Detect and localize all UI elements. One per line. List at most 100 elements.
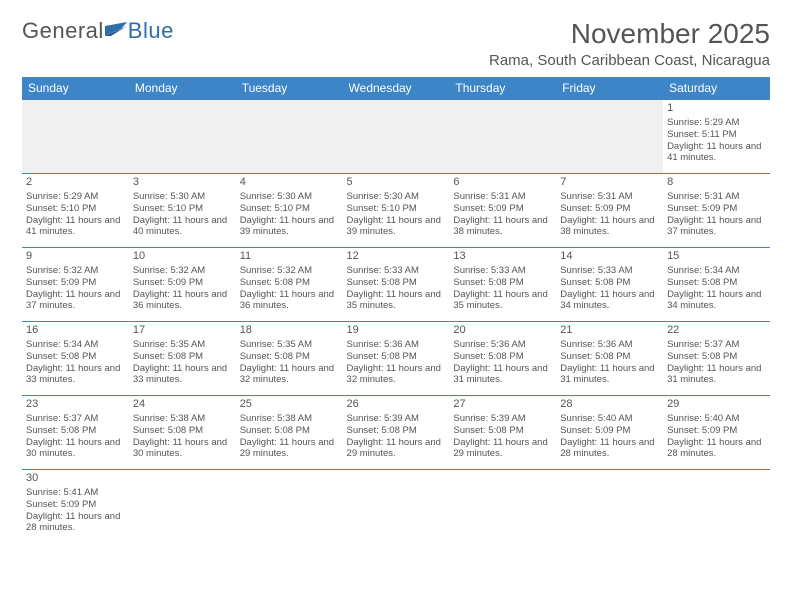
calendar-day-cell: 2Sunrise: 5:29 AMSunset: 5:10 PMDaylight… (22, 174, 129, 248)
sunrise-line: Sunrise: 5:30 AM (133, 191, 232, 203)
sunset-line: Sunset: 5:08 PM (667, 277, 766, 289)
day-number: 20 (453, 324, 552, 338)
calendar-day-cell: 11Sunrise: 5:32 AMSunset: 5:08 PMDayligh… (236, 248, 343, 322)
day-header: Wednesday (343, 77, 450, 100)
sunset-line: Sunset: 5:08 PM (133, 425, 232, 437)
day-header: Saturday (663, 77, 770, 100)
calendar-day-cell: 22Sunrise: 5:37 AMSunset: 5:08 PMDayligh… (663, 322, 770, 396)
calendar-day-cell (129, 100, 236, 174)
day-header-row: SundayMondayTuesdayWednesdayThursdayFrid… (22, 77, 770, 100)
day-number: 16 (26, 324, 125, 338)
calendar-day-cell (449, 100, 556, 174)
daylight-line: Daylight: 11 hours and 30 minutes. (26, 437, 125, 461)
calendar-day-cell (129, 470, 236, 544)
day-number: 22 (667, 324, 766, 338)
daylight-line: Daylight: 11 hours and 34 minutes. (667, 289, 766, 313)
day-number: 7 (560, 176, 659, 190)
daylight-line: Daylight: 11 hours and 31 minutes. (560, 363, 659, 387)
daylight-line: Daylight: 11 hours and 28 minutes. (26, 511, 125, 535)
sunrise-line: Sunrise: 5:38 AM (133, 413, 232, 425)
sunset-line: Sunset: 5:10 PM (133, 203, 232, 215)
sunset-line: Sunset: 5:08 PM (347, 425, 446, 437)
sunrise-line: Sunrise: 5:37 AM (26, 413, 125, 425)
day-number: 21 (560, 324, 659, 338)
calendar-day-cell (236, 470, 343, 544)
calendar-day-cell (556, 470, 663, 544)
calendar-body: 1Sunrise: 5:29 AMSunset: 5:11 PMDaylight… (22, 100, 770, 544)
calendar-day-cell: 7Sunrise: 5:31 AMSunset: 5:09 PMDaylight… (556, 174, 663, 248)
sunset-line: Sunset: 5:08 PM (453, 351, 552, 363)
day-number: 1 (667, 102, 766, 116)
day-number: 25 (240, 398, 339, 412)
calendar-day-cell (343, 100, 450, 174)
header: General Blue November 2025 Rama, South C… (22, 18, 770, 69)
calendar-day-cell: 27Sunrise: 5:39 AMSunset: 5:08 PMDayligh… (449, 396, 556, 470)
sunset-line: Sunset: 5:08 PM (347, 351, 446, 363)
calendar-week-row: 23Sunrise: 5:37 AMSunset: 5:08 PMDayligh… (22, 396, 770, 470)
daylight-line: Daylight: 11 hours and 38 minutes. (560, 215, 659, 239)
day-number: 8 (667, 176, 766, 190)
day-number: 28 (560, 398, 659, 412)
sunrise-line: Sunrise: 5:36 AM (347, 339, 446, 351)
sunrise-line: Sunrise: 5:35 AM (133, 339, 232, 351)
logo-flag-icon (105, 18, 127, 44)
daylight-line: Daylight: 11 hours and 37 minutes. (667, 215, 766, 239)
day-number: 13 (453, 250, 552, 264)
day-header: Friday (556, 77, 663, 100)
sunrise-line: Sunrise: 5:36 AM (453, 339, 552, 351)
calendar-day-cell: 10Sunrise: 5:32 AMSunset: 5:09 PMDayligh… (129, 248, 236, 322)
sunset-line: Sunset: 5:08 PM (560, 277, 659, 289)
sunrise-line: Sunrise: 5:38 AM (240, 413, 339, 425)
day-number: 15 (667, 250, 766, 264)
calendar-week-row: 30Sunrise: 5:41 AMSunset: 5:09 PMDayligh… (22, 470, 770, 544)
calendar-day-cell: 9Sunrise: 5:32 AMSunset: 5:09 PMDaylight… (22, 248, 129, 322)
sunrise-line: Sunrise: 5:39 AM (453, 413, 552, 425)
day-number: 4 (240, 176, 339, 190)
calendar-day-cell: 14Sunrise: 5:33 AMSunset: 5:08 PMDayligh… (556, 248, 663, 322)
sunrise-line: Sunrise: 5:32 AM (240, 265, 339, 277)
sunrise-line: Sunrise: 5:29 AM (26, 191, 125, 203)
calendar-day-cell: 8Sunrise: 5:31 AMSunset: 5:09 PMDaylight… (663, 174, 770, 248)
daylight-line: Daylight: 11 hours and 31 minutes. (667, 363, 766, 387)
sunrise-line: Sunrise: 5:39 AM (347, 413, 446, 425)
daylight-line: Daylight: 11 hours and 38 minutes. (453, 215, 552, 239)
daylight-line: Daylight: 11 hours and 29 minutes. (347, 437, 446, 461)
sunset-line: Sunset: 5:08 PM (133, 351, 232, 363)
day-number: 9 (26, 250, 125, 264)
sunset-line: Sunset: 5:09 PM (133, 277, 232, 289)
daylight-line: Daylight: 11 hours and 41 minutes. (26, 215, 125, 239)
sunrise-line: Sunrise: 5:37 AM (667, 339, 766, 351)
sunset-line: Sunset: 5:10 PM (347, 203, 446, 215)
sunrise-line: Sunrise: 5:30 AM (240, 191, 339, 203)
calendar-day-cell: 18Sunrise: 5:35 AMSunset: 5:08 PMDayligh… (236, 322, 343, 396)
sunset-line: Sunset: 5:09 PM (26, 277, 125, 289)
daylight-line: Daylight: 11 hours and 29 minutes. (453, 437, 552, 461)
daylight-line: Daylight: 11 hours and 32 minutes. (347, 363, 446, 387)
sunrise-line: Sunrise: 5:40 AM (667, 413, 766, 425)
calendar-day-cell: 20Sunrise: 5:36 AMSunset: 5:08 PMDayligh… (449, 322, 556, 396)
sunset-line: Sunset: 5:08 PM (240, 277, 339, 289)
sunset-line: Sunset: 5:08 PM (240, 425, 339, 437)
calendar-table: SundayMondayTuesdayWednesdayThursdayFrid… (22, 77, 770, 544)
calendar-day-cell: 3Sunrise: 5:30 AMSunset: 5:10 PMDaylight… (129, 174, 236, 248)
sunset-line: Sunset: 5:08 PM (26, 351, 125, 363)
daylight-line: Daylight: 11 hours and 40 minutes. (133, 215, 232, 239)
sunrise-line: Sunrise: 5:31 AM (453, 191, 552, 203)
logo-text-general: General (22, 18, 104, 44)
sunrise-line: Sunrise: 5:33 AM (347, 265, 446, 277)
day-number: 6 (453, 176, 552, 190)
daylight-line: Daylight: 11 hours and 39 minutes. (240, 215, 339, 239)
location-subtitle: Rama, South Caribbean Coast, Nicaragua (489, 52, 770, 69)
daylight-line: Daylight: 11 hours and 31 minutes. (453, 363, 552, 387)
sunset-line: Sunset: 5:08 PM (26, 425, 125, 437)
day-number: 17 (133, 324, 232, 338)
sunset-line: Sunset: 5:10 PM (26, 203, 125, 215)
calendar-day-cell: 13Sunrise: 5:33 AMSunset: 5:08 PMDayligh… (449, 248, 556, 322)
sunrise-line: Sunrise: 5:30 AM (347, 191, 446, 203)
day-number: 14 (560, 250, 659, 264)
calendar-day-cell: 15Sunrise: 5:34 AMSunset: 5:08 PMDayligh… (663, 248, 770, 322)
sunset-line: Sunset: 5:09 PM (667, 425, 766, 437)
month-title: November 2025 (489, 18, 770, 50)
sunset-line: Sunset: 5:08 PM (560, 351, 659, 363)
daylight-line: Daylight: 11 hours and 36 minutes. (133, 289, 232, 313)
